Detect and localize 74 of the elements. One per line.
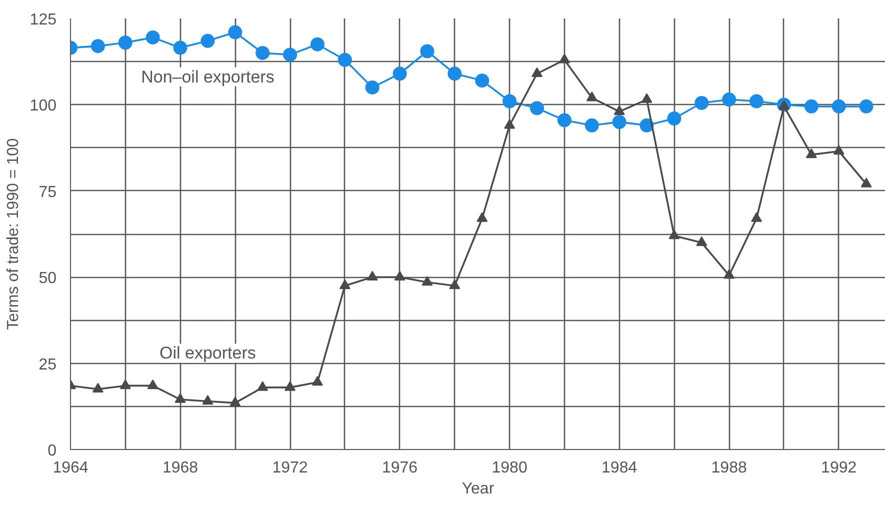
y-tick-label: 50	[38, 270, 57, 288]
point	[422, 276, 433, 286]
point	[586, 92, 598, 102]
point	[557, 113, 572, 128]
point	[200, 34, 215, 48]
y-tick-label: 0	[48, 442, 57, 460]
point	[365, 80, 380, 94]
point	[804, 99, 818, 114]
point	[310, 37, 324, 52]
y-tick-label: 100	[30, 98, 57, 115]
point	[448, 66, 462, 81]
point	[394, 270, 406, 280]
point	[833, 144, 844, 155]
point	[475, 74, 490, 88]
point	[338, 52, 352, 67]
y-axis-title: Terms of trade: 1990 = 100	[4, 138, 22, 330]
point	[228, 25, 242, 40]
point	[476, 212, 488, 222]
point	[173, 40, 188, 55]
point	[366, 270, 378, 280]
point	[751, 212, 762, 222]
point	[257, 381, 268, 391]
point	[420, 44, 434, 58]
point	[530, 101, 544, 116]
point	[750, 94, 764, 108]
x-tick-label: 1968	[162, 460, 198, 476]
point	[806, 148, 817, 158]
point	[558, 54, 570, 64]
point	[584, 118, 599, 132]
point	[339, 279, 350, 290]
point	[612, 114, 626, 129]
x-tick-label: 1972	[272, 460, 308, 476]
x-tick-label: 1988	[711, 460, 747, 476]
y-tick-label: 75	[38, 184, 57, 201]
point	[392, 66, 407, 81]
point	[859, 99, 874, 114]
point	[504, 119, 516, 129]
point	[502, 94, 517, 108]
point	[778, 100, 790, 110]
x-tick-label: 1964	[52, 460, 88, 476]
x-tick-label: 1984	[602, 460, 638, 476]
point	[532, 67, 542, 78]
point	[118, 36, 132, 50]
point	[90, 39, 105, 54]
point	[724, 269, 735, 279]
point	[696, 236, 708, 246]
point	[230, 396, 241, 406]
x-tick-label: 1980	[492, 460, 528, 476]
x-tick-label: 1976	[382, 460, 418, 476]
point	[860, 178, 872, 188]
point	[722, 92, 736, 107]
point	[283, 48, 298, 62]
point	[449, 279, 460, 290]
point	[641, 93, 652, 103]
point	[668, 229, 680, 240]
point	[832, 99, 846, 114]
point	[120, 379, 131, 390]
point	[614, 105, 625, 115]
point	[92, 382, 104, 393]
series-label: Oil exporters	[160, 344, 256, 363]
x-tick-label: 1992	[821, 460, 857, 476]
point	[256, 46, 270, 60]
point	[312, 376, 323, 386]
point	[147, 379, 158, 390]
point	[694, 96, 709, 110]
y-tick-label: 125	[30, 12, 57, 28]
point	[174, 393, 186, 403]
point	[667, 112, 682, 126]
y-tick-label: 25	[38, 356, 57, 374]
point	[284, 381, 296, 391]
point	[146, 30, 160, 44]
x-axis-title: Year	[462, 480, 495, 498]
point	[202, 394, 214, 405]
series-label: Non–oil exporters	[141, 67, 274, 86]
